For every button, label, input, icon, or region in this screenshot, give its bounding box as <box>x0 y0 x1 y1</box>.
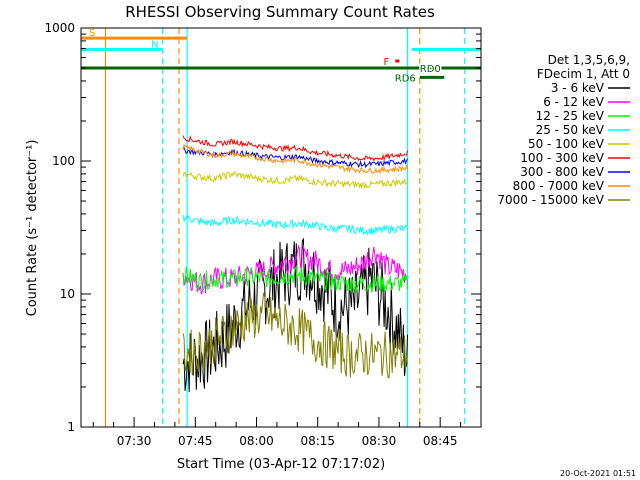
flag-label: F <box>384 57 390 68</box>
series-line <box>182 244 408 295</box>
chart-title: RHESSI Observing Summary Count Rates <box>125 3 435 21</box>
y-axis: 1 10 100 1000 <box>44 21 481 434</box>
x-axis: 07:30 07:45 08:00 08:15 08:30 08:45 <box>92 417 462 448</box>
x-tick-label: 08:30 <box>362 434 397 448</box>
flag-label: RD0 <box>420 64 441 75</box>
flag-label: N <box>151 39 158 50</box>
x-tick-label: 08:45 <box>423 434 458 448</box>
series-line <box>182 264 408 293</box>
x-axis-label: Start Time (03-Apr-12 07:17:02) <box>177 457 385 472</box>
legend-entry-label: 7000 - 15000 keV <box>497 193 604 207</box>
series-line <box>182 292 408 379</box>
y-tick-label: 100 <box>52 154 75 168</box>
legend-entry-label: 100 - 300 keV <box>520 151 604 165</box>
flag-label: RD6 <box>395 73 416 84</box>
legend-entry-label: 300 - 800 keV <box>520 165 604 179</box>
series-line <box>182 143 408 175</box>
legend: Det 1,3,5,6,9,FDecim 1, Att 03 - 6 keV6 … <box>497 53 630 207</box>
timestamp: 20-Oct-2021 01:51 <box>560 469 636 478</box>
x-tick-label: 07:30 <box>117 434 152 448</box>
legend-entry-label: 12 - 25 keV <box>536 109 605 123</box>
flag-label: S <box>89 28 95 39</box>
legend-entry-label: 25 - 50 keV <box>536 123 605 137</box>
legend-header: Det 1,3,5,6,9, <box>548 53 630 67</box>
plot-area: S N F RD0 RD6 <box>81 28 481 427</box>
x-tick-label: 08:00 <box>239 434 274 448</box>
series-line <box>182 237 408 393</box>
legend-header: FDecim 1, Att 0 <box>537 67 630 81</box>
series-line <box>182 213 408 236</box>
plot-frame <box>80 27 482 428</box>
legend-entry-label: 50 - 100 keV <box>528 137 605 151</box>
series-line <box>182 135 408 162</box>
y-axis-label: Count Rate (s⁻¹ detector⁻¹) <box>25 140 40 317</box>
series-line <box>182 147 408 169</box>
legend-entry-label: 800 - 7000 keV <box>513 179 605 193</box>
y-tick-label: 1000 <box>44 21 75 35</box>
x-tick-label: 08:15 <box>300 434 335 448</box>
x-tick-label: 07:45 <box>178 434 213 448</box>
legend-entry-label: 6 - 12 keV <box>543 95 605 109</box>
legend-entry-label: 3 - 6 keV <box>551 81 605 95</box>
series-line <box>182 170 408 189</box>
y-tick-label: 10 <box>60 287 75 301</box>
y-tick-label: 1 <box>67 420 75 434</box>
